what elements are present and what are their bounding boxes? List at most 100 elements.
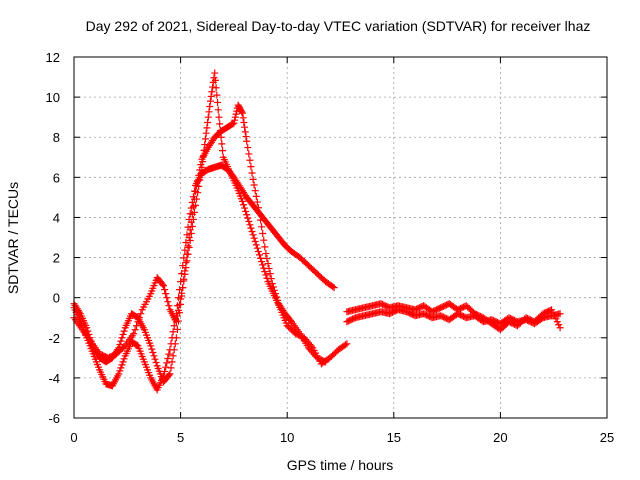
- data-point-fill: [178, 289, 186, 297]
- data-point-fill: [232, 110, 240, 118]
- data-point-fill: [139, 355, 147, 363]
- data-point-fill: [257, 216, 265, 224]
- data-point-fill: [494, 324, 502, 332]
- data-point-fill: [239, 114, 247, 122]
- data-point-fill: [451, 312, 459, 320]
- data-point-fill: [241, 190, 249, 198]
- data-point-fill: [231, 116, 239, 124]
- data-point-fill: [285, 246, 293, 254]
- data-point-fill: [549, 309, 557, 317]
- data-point: [262, 250, 270, 258]
- data-point-fill: [163, 294, 171, 302]
- data-point-fill: [276, 303, 284, 311]
- data-point-fill: [282, 319, 290, 327]
- x-axis-label: GPS time / hours: [287, 457, 394, 473]
- data-point-fill: [248, 227, 256, 235]
- ticks-layer: 0 5 10 15 20 25 -6 -4 -2 0 2 4 6 8 10 12: [46, 50, 615, 445]
- y-tick-label: 12: [46, 50, 60, 65]
- data-point-fill: [187, 229, 195, 237]
- data-point-fill: [180, 254, 188, 262]
- data-point-fill: [209, 137, 217, 145]
- data-point-fill: [148, 345, 156, 353]
- data-point-fill: [451, 304, 459, 312]
- data-point-fill: [545, 307, 553, 315]
- data-point-fill: [137, 310, 145, 318]
- chart-title: Day 292 of 2021, Sidereal Day-to-day VTE…: [86, 18, 591, 34]
- data-point-fill: [204, 119, 212, 127]
- data-point-fill: [118, 344, 126, 352]
- data-point-fill: [293, 252, 301, 260]
- data-point-fill: [116, 340, 124, 348]
- data-point-fill: [329, 283, 337, 291]
- data-point-fill: [246, 156, 254, 164]
- data-point-fill: [119, 330, 127, 338]
- data-point-fill: [218, 140, 226, 148]
- data-point-fill: [163, 359, 171, 367]
- data-point-fill: [117, 337, 125, 345]
- data-point-fill: [383, 302, 391, 310]
- data-point-fill: [195, 182, 203, 190]
- data-point: [251, 238, 259, 246]
- data-point-fill: [263, 255, 271, 263]
- data-point-fill: [323, 356, 331, 364]
- data-point-fill: [189, 215, 197, 223]
- data-point-fill: [203, 124, 211, 132]
- data-point-fill: [135, 314, 143, 322]
- data-point-fill: [306, 340, 314, 348]
- data-point-fill: [206, 102, 214, 110]
- data-point-fill: [249, 231, 257, 239]
- data-point-fill: [434, 305, 442, 313]
- data-point-fill: [214, 106, 222, 114]
- data-point-fill: [310, 267, 318, 275]
- y-tick-label: -6: [48, 411, 60, 426]
- data-point-fill: [152, 359, 160, 367]
- data-point-fill: [250, 181, 258, 189]
- data-point-fill: [552, 315, 560, 323]
- data-point-fill: [197, 170, 205, 178]
- data-point-fill: [241, 128, 249, 136]
- x-tick-label: 25: [600, 430, 614, 445]
- data-point-fill: [170, 346, 178, 354]
- data-point-fill: [164, 373, 172, 381]
- data-point-fill: [194, 189, 202, 197]
- y-tick-label: 10: [46, 90, 60, 105]
- series-track-b: [70, 101, 330, 386]
- data-point-fill: [289, 327, 297, 335]
- y-axis-label: SDTVAR / TECUs: [5, 182, 21, 294]
- data-point-fill: [211, 76, 219, 84]
- data-point: [185, 244, 193, 252]
- data-point-fill: [468, 307, 476, 315]
- data-point-fill: [170, 322, 178, 330]
- y-tick-label: 2: [53, 251, 60, 266]
- data-point: [556, 324, 564, 332]
- data-point-fill: [302, 259, 310, 267]
- data-point-fill: [161, 286, 169, 294]
- data-point-fill: [247, 199, 255, 207]
- data-point-fill: [117, 364, 125, 372]
- data-point: [215, 113, 223, 121]
- data-point-fill: [188, 222, 196, 230]
- data-point-fill: [555, 321, 563, 329]
- data-point-fill: [169, 328, 177, 336]
- data-point-fill: [459, 312, 467, 320]
- data-point: [211, 69, 219, 77]
- data-point-fill: [165, 350, 173, 358]
- data-point-fill: [205, 108, 213, 116]
- data-point-fill: [199, 152, 207, 160]
- grid-layer: [74, 57, 607, 418]
- data-point-fill: [285, 315, 293, 323]
- data-point-fill: [231, 179, 239, 187]
- data-point-fill: [253, 198, 261, 206]
- data-point-fill: [86, 336, 94, 344]
- data-point-fill: [182, 264, 190, 272]
- data-point-fill: [139, 324, 147, 332]
- data-point-fill: [263, 274, 271, 282]
- data-point-fill: [118, 334, 126, 342]
- data-point-fill: [167, 364, 175, 372]
- data-point-fill: [165, 302, 173, 310]
- data-point-fill: [201, 141, 209, 149]
- data-point-fill: [257, 254, 265, 262]
- data-point-fill: [174, 306, 182, 314]
- data-point-fill: [199, 158, 207, 166]
